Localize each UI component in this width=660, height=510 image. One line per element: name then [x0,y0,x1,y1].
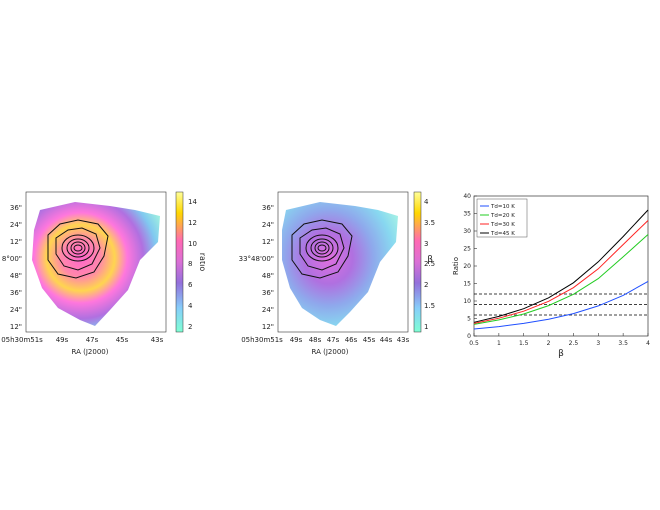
colorbar-label: ratio [198,253,205,272]
legend-entry: Td=20 K [490,213,515,219]
legend-entry: Td=45 K [490,231,515,237]
dec-tick: 24" [10,221,22,229]
x-tick-label: 2 [547,340,551,347]
ra-tick: 45s [116,336,129,344]
ra-tick: 43s [151,336,164,344]
dec-tick: 36" [262,204,274,212]
y-tick-label: 5 [467,316,471,323]
dec-tick: 8°00" [2,255,22,263]
series-line-2 [473,220,649,324]
y-tick-label: 20 [463,263,471,270]
colorbar-tick: 3 [424,240,428,248]
colorbar-tick: 6 [188,281,193,289]
colorbar-tick: 14 [188,198,197,206]
y-axis-label: Ratio [452,257,460,275]
beta-map-panel: 36" 24" 12" 33°48'00" 48" 36" 24" 12" 05… [220,180,435,360]
dec-tick: 33°48'00" [239,255,274,263]
colorbar-label: β [427,255,433,265]
x-tick-label: 3 [596,340,600,347]
x-axis-label: RA (J2000) [72,348,109,356]
ra-tick: 47s [86,336,99,344]
y-tick-label: 40 [463,193,471,200]
x-tick-label: 3.5 [618,340,628,347]
colorbar-tick: 10 [188,240,197,248]
ratio-vs-beta-chart: 0.5 1 1.5 2 2.5 3 3.5 4 0 5 10 15 20 25 30 35 40 Td=10 … [448,188,656,360]
colorbar [413,191,422,333]
ra-tick: 48s [309,336,322,344]
dec-tick: 12" [10,238,22,246]
y-tick-label: 30 [463,228,471,235]
dec-tick: 36" [262,289,274,297]
ra-tick: 46s [345,336,358,344]
beta-emission-map [282,202,398,326]
ra-tick: 43s [397,336,410,344]
colorbar-tick: 2 [424,281,428,289]
dec-tick: 36" [10,204,22,212]
ra-tick: 49s [290,336,303,344]
line-chart-svg: 0.5 1 1.5 2 2.5 3 3.5 4 0 5 10 15 20 25 30 35 40 Td=10 … [452,193,650,359]
colorbar [175,191,184,333]
x-axis-label: RA (J2000) [312,348,349,356]
ratio-map-panel: 36" 24" 12" 8°00" 48" 36" 24" 12" 05h30m… [0,180,207,360]
colorbar-tick: 4 [188,302,193,310]
dec-tick: 48" [262,272,274,280]
x-tick-label: 2.5 [569,340,579,347]
y-tick-label: 0 [467,333,471,340]
colorbar-tick: 4 [424,198,429,206]
dec-tick: 48" [10,272,22,280]
dec-tick: 12" [262,238,274,246]
legend-entry: Td=10 K [490,204,515,210]
y-tick-label: 25 [463,246,471,253]
dec-tick: 36" [10,289,22,297]
x-tick-label: 0.5 [469,340,479,347]
ra-tick: 49s [56,336,69,344]
legend-box [476,198,528,238]
dec-tick: 12" [10,323,22,331]
beta-map-figure: 36" 24" 12" 33°48'00" 48" 36" 24" 12" 05… [239,191,435,356]
contours [291,219,353,279]
series-line-3 [473,209,649,323]
x-tick-label: 4 [646,340,650,347]
dec-tick: 24" [262,221,274,229]
dec-tick: 12" [262,323,274,331]
y-tick-label: 10 [463,298,471,305]
dec-tick: 24" [10,306,22,314]
ra-tick: 05h30m51s [1,336,43,344]
colorbar-tick: 1 [424,323,428,331]
legend-entry: Td=30 K [490,222,515,228]
colorbar-tick: 8 [188,260,192,268]
ra-tick: 47s [327,336,340,344]
ratio-map-figure: 36" 24" 12" 8°00" 48" 36" 24" 12" 05h30m… [1,191,207,356]
y-tick-label: 15 [463,281,471,288]
ra-tick: 45s [363,336,376,344]
series-line-1 [473,234,649,325]
x-axis-label: β [558,349,564,359]
x-tick-label: 1.5 [519,340,529,347]
dec-tick: 24" [262,306,274,314]
ra-tick: 44s [380,336,393,344]
colorbar-tick: 3.5 [424,219,435,227]
colorbar-tick: 1.5 [424,302,435,310]
colorbar-tick: 12 [188,219,197,227]
series-line-0 [473,280,649,330]
y-tick-label: 35 [463,211,471,218]
colorbar-tick: 2.5 [424,260,435,268]
ra-tick: 05h30m51s [241,336,283,344]
x-tick-label: 1 [497,340,501,347]
colorbar-tick: 2 [188,323,192,331]
contours [47,219,109,279]
